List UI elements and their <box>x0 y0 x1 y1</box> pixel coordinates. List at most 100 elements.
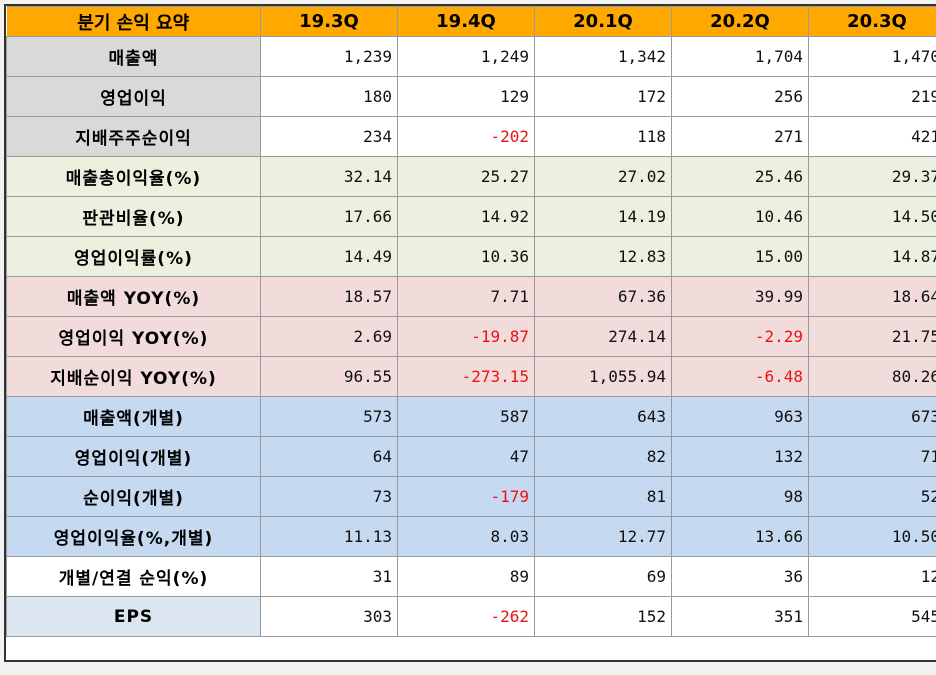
value-cell: 573 <box>260 396 398 437</box>
value-cell: 129 <box>397 76 535 117</box>
value-cell: 98 <box>671 476 809 517</box>
value-cell: 1,470 <box>808 36 936 77</box>
value-cell: 351 <box>671 596 809 637</box>
value-cell: 31 <box>260 556 398 597</box>
row-label: 영업이익률(%) <box>6 236 261 277</box>
value-cell: 219 <box>808 76 936 117</box>
value-cell: -262 <box>397 596 535 637</box>
value-cell: 152 <box>534 596 672 637</box>
value-cell: 18.64 <box>808 276 936 317</box>
value-cell: 25.46 <box>671 156 809 197</box>
value-cell: 132 <box>671 436 809 477</box>
row-label: 판관비율(%) <box>6 196 261 237</box>
table-row: 매출액 YOY(%) 18.57 7.71 67.36 39.99 18.64 <box>6 276 936 317</box>
value-cell: 643 <box>534 396 672 437</box>
summary-table-frame: 분기 손익 요약 19.3Q 19.4Q 20.1Q 20.2Q 20.3Q 매… <box>4 4 936 662</box>
value-cell: 36 <box>671 556 809 597</box>
value-cell: 18.57 <box>260 276 398 317</box>
value-cell: 421 <box>808 116 936 157</box>
value-cell: 1,704 <box>671 36 809 77</box>
value-cell: 21.75 <box>808 316 936 357</box>
quarterly-pl-table: 분기 손익 요약 19.3Q 19.4Q 20.1Q 20.2Q 20.3Q 매… <box>6 6 936 637</box>
value-cell: 14.87 <box>808 236 936 277</box>
value-cell: 14.50 <box>808 196 936 237</box>
value-cell: -202 <box>397 116 535 157</box>
value-cell: 2.69 <box>260 316 398 357</box>
row-label: 영업이익 <box>6 76 261 117</box>
value-cell: 96.55 <box>260 356 398 397</box>
value-cell: 10.50 <box>808 516 936 557</box>
table-row: 매출액(개별)573587643963673 <box>6 396 936 437</box>
value-cell: 17.66 <box>260 196 398 237</box>
period-header-20-2q: 20.2Q <box>671 6 809 37</box>
value-cell: 1,055.94 <box>534 356 672 397</box>
value-cell: 14.92 <box>397 196 535 237</box>
value-cell: 963 <box>671 396 809 437</box>
row-label: 순이익(개별) <box>6 476 261 517</box>
table-header-row: 분기 손익 요약 19.3Q 19.4Q 20.1Q 20.2Q 20.3Q <box>6 6 936 37</box>
value-cell: 81 <box>534 476 672 517</box>
value-cell: 545 <box>808 596 936 637</box>
period-header-20-3q: 20.3Q <box>808 6 936 37</box>
value-cell: -2.29 <box>671 316 809 357</box>
table-row: 순이익(개별)73-179819852 <box>6 476 936 517</box>
value-cell: -273.15 <box>397 356 535 397</box>
value-cell: -6.48 <box>671 356 809 397</box>
table-row: 영업이익 YOY(%) 2.69 -19.87 274.14 -2.29 21.75 <box>6 316 936 357</box>
value-cell: 1,249 <box>397 36 535 77</box>
value-cell: 673 <box>808 396 936 437</box>
row-label: 지배주주순이익 <box>6 116 261 157</box>
period-header-19-4q: 19.4Q <box>397 6 535 37</box>
value-cell: 1,342 <box>534 36 672 77</box>
value-cell: 71 <box>808 436 936 477</box>
value-cell: 234 <box>260 116 398 157</box>
table-row: 매출총이익율(%) 32.14 25.27 27.02 25.46 29.37 <box>6 156 936 197</box>
value-cell: 39.99 <box>671 276 809 317</box>
row-label: 영업이익율(%,개별) <box>6 516 261 557</box>
row-label: 매출액(개별) <box>6 396 261 437</box>
value-cell: 8.03 <box>397 516 535 557</box>
value-cell: 12 <box>808 556 936 597</box>
period-header-20-1q: 20.1Q <box>534 6 672 37</box>
value-cell: 256 <box>671 76 809 117</box>
value-cell: 73 <box>260 476 398 517</box>
value-cell: 587 <box>397 396 535 437</box>
row-label: 개별/연결 순익(%) <box>6 556 261 597</box>
value-cell: 7.71 <box>397 276 535 317</box>
value-cell: 118 <box>534 116 672 157</box>
value-cell: 15.00 <box>671 236 809 277</box>
table-row: 판관비율(%) 17.66 14.92 14.19 10.46 14.50 <box>6 196 936 237</box>
table-row: 영업이익180129172256219 <box>6 76 936 117</box>
value-cell: 12.83 <box>534 236 672 277</box>
value-cell: 180 <box>260 76 398 117</box>
value-cell: 29.37 <box>808 156 936 197</box>
value-cell: 25.27 <box>397 156 535 197</box>
row-label: 매출액 <box>6 36 261 77</box>
row-label: 영업이익(개별) <box>6 436 261 477</box>
period-header-19-3q: 19.3Q <box>260 6 398 37</box>
table-row: 개별/연결 순익(%)3189693612 <box>6 556 936 597</box>
value-cell: 64 <box>260 436 398 477</box>
table-title-cell: 분기 손익 요약 <box>6 6 261 37</box>
value-cell: 10.46 <box>671 196 809 237</box>
table-row: 매출액 1,239 1,249 1,342 1,704 1,470 <box>6 36 936 77</box>
value-cell: 32.14 <box>260 156 398 197</box>
value-cell: 10.36 <box>397 236 535 277</box>
value-cell: 303 <box>260 596 398 637</box>
value-cell: 67.36 <box>534 276 672 317</box>
value-cell: -179 <box>397 476 535 517</box>
row-label: 매출액 YOY(%) <box>6 276 261 317</box>
value-cell: 14.19 <box>534 196 672 237</box>
value-cell: 52 <box>808 476 936 517</box>
value-cell: 47 <box>397 436 535 477</box>
row-label: 영업이익 YOY(%) <box>6 316 261 357</box>
value-cell: 13.66 <box>671 516 809 557</box>
value-cell: 80.26 <box>808 356 936 397</box>
table-row: 영업이익률(%) 14.49 10.36 12.83 15.00 14.87 <box>6 236 936 277</box>
value-cell: 172 <box>534 76 672 117</box>
value-cell: 1,239 <box>260 36 398 77</box>
value-cell: 27.02 <box>534 156 672 197</box>
row-label: EPS <box>6 596 261 637</box>
